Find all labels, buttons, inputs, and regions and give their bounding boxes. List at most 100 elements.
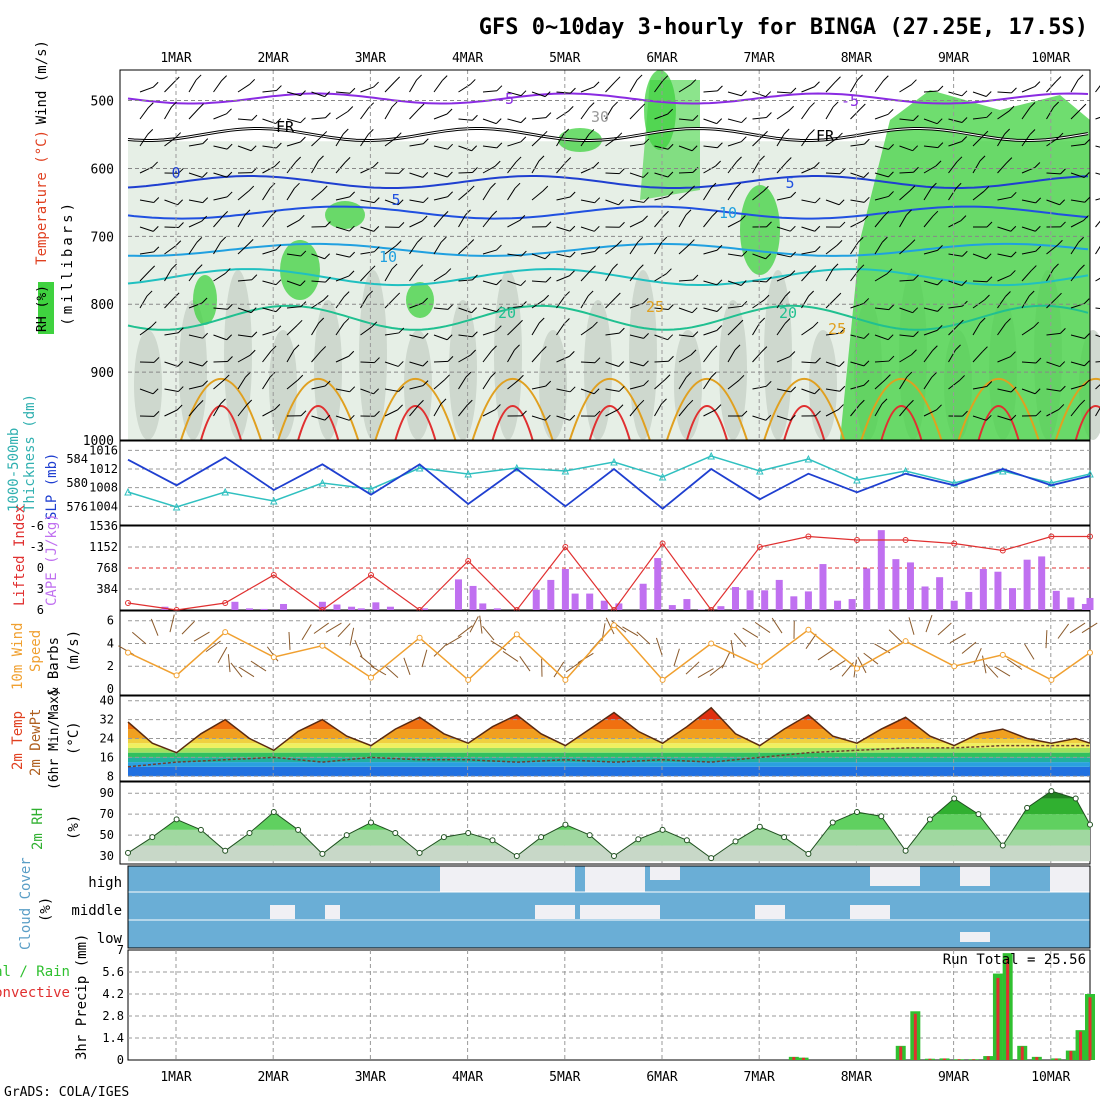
surface-wind-barb (1081, 622, 1098, 634)
temp-band (128, 719, 1090, 730)
wind-barb-flag (496, 306, 502, 312)
wind-barb-flag (514, 182, 521, 189)
wind-barb-flag (515, 156, 522, 163)
rh-point (246, 829, 253, 836)
wind-barb (286, 161, 297, 174)
wind-barb-flag (594, 410, 601, 417)
wind-speed-point (659, 676, 666, 683)
wind-barb-flag (250, 145, 257, 152)
wind-barb (262, 350, 272, 363)
wind-barb (678, 244, 690, 255)
surface-wind-barb (817, 649, 834, 661)
wind-barb-flag (1055, 76, 1062, 82)
wind-barb (923, 249, 938, 255)
rh-point (756, 823, 763, 830)
wind-barb (433, 216, 444, 228)
wind-barb-flag (766, 112, 772, 118)
slp-grid (128, 441, 1090, 525)
wind-barb-flag (398, 327, 405, 334)
wind-barb (360, 388, 374, 395)
wind-barb-flag (716, 279, 723, 286)
wind-barb (213, 403, 221, 417)
contour-20 (127, 304, 1089, 331)
wind-barb-flag (642, 215, 648, 222)
wind-barb (948, 280, 962, 286)
wind-barb-flag (790, 251, 797, 258)
rh-grey-blob (764, 270, 792, 440)
wind-barb-flag (765, 414, 772, 421)
wind-barb-flag (371, 321, 378, 328)
wind-barb (678, 307, 693, 314)
wind-barb-flag (1084, 138, 1091, 145)
wind-barb (727, 187, 737, 201)
contour-30 (1074, 405, 1100, 441)
upper-panel-frame (119, 69, 1091, 441)
wind-barb-flag (667, 171, 674, 178)
precip-conv-bar (986, 1056, 990, 1060)
temp-band (128, 757, 1090, 763)
cape-bar (819, 564, 827, 610)
wind-barb (605, 361, 619, 367)
rh-point (125, 849, 131, 856)
wind-barb-flag (735, 182, 741, 189)
wind-barb (654, 379, 666, 390)
wind-barb (1095, 307, 1100, 310)
wind-barb (874, 172, 889, 178)
wind-barb-flag (324, 91, 331, 97)
wind-speed-point (902, 638, 909, 645)
cape-bar (848, 599, 856, 610)
contour-label: -5 (841, 92, 859, 110)
slp-tick: 1016 (89, 443, 118, 457)
surface-wind-barb (301, 624, 312, 641)
wind-barb-flag (391, 101, 398, 108)
wind-barb (262, 307, 277, 313)
wind-barb-flag (342, 128, 349, 135)
contour-25 (1054, 378, 1100, 441)
precip-conv-bar (1054, 1058, 1058, 1060)
wind-barb-flag (1084, 360, 1090, 367)
wind-speed-point (1048, 676, 1055, 683)
wind-barb-flag (416, 237, 423, 243)
wind-barb (188, 361, 203, 367)
wind-barb-flag (710, 182, 717, 189)
wind-barb (776, 275, 791, 282)
cape-bar (1009, 588, 1017, 610)
precip-tick: 0 (117, 1053, 124, 1067)
wind-barb (678, 84, 692, 93)
wind-barb (360, 199, 375, 204)
wind-barb-flag (348, 350, 355, 357)
temp-tick: 16 (100, 750, 114, 764)
wind-barb (727, 280, 742, 287)
wind-barb-flag (466, 399, 473, 406)
wind-barb-flag (397, 199, 404, 206)
wind-barb (531, 190, 544, 201)
thickness-point (367, 484, 375, 493)
wind-barb-flag (177, 361, 184, 367)
wind-barb (923, 329, 938, 336)
contour-label: 25 (646, 298, 664, 316)
wind-barb (703, 249, 718, 255)
wind-barb (482, 165, 496, 174)
wind-barb-flag (1035, 357, 1042, 364)
rh-grey-blob (809, 330, 837, 440)
wind-barb (409, 143, 424, 147)
wind-barb-flag (882, 75, 889, 82)
wind-barb (850, 404, 860, 417)
slp-thickness-panel: 576 580 584 1004 1008 1012 1016 1000-500mb Thi… (6, 394, 1094, 526)
wind-barb (458, 84, 471, 93)
wind-barb (874, 113, 889, 120)
temp-band (128, 747, 1090, 753)
wind-barb (433, 379, 445, 390)
cloud-gap (870, 866, 920, 886)
wind-barb-flag (592, 321, 598, 328)
precip-axis: 7 5.6 4.2 2.8 1.4 0 (102, 943, 124, 1067)
wind-barb (188, 242, 198, 255)
wind-barb (776, 296, 786, 309)
wind-barb-flag (202, 360, 208, 367)
wind-barb (556, 226, 571, 232)
wind-barb (262, 280, 277, 286)
wind-barb-flag (913, 331, 919, 337)
wind-barb (433, 172, 448, 178)
cape-label: CAPE (J/kg) (44, 513, 60, 606)
wind-barb-flag (909, 185, 916, 192)
